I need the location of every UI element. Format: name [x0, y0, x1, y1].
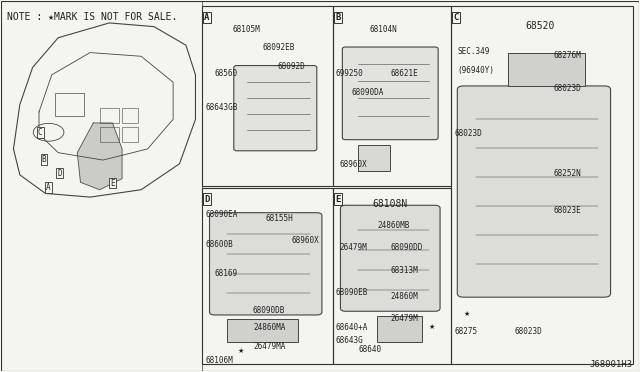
Text: 68960X: 68960X: [339, 160, 367, 169]
Bar: [451, 6, 633, 364]
Text: 68643G: 68643G: [336, 336, 364, 345]
Text: 68560: 68560: [214, 69, 237, 78]
Text: 24860MB: 24860MB: [378, 221, 410, 230]
Text: 699250: 699250: [336, 69, 364, 78]
Text: 68108N: 68108N: [372, 199, 408, 209]
Text: 68023D: 68023D: [454, 129, 482, 138]
Text: E: E: [335, 195, 340, 203]
FancyBboxPatch shape: [209, 213, 322, 315]
Text: SEC.349: SEC.349: [458, 47, 490, 56]
Text: C: C: [38, 128, 43, 137]
Bar: [122, 127, 138, 141]
Text: NOTE : ★MARK IS NOT FOR SALE.: NOTE : ★MARK IS NOT FOR SALE.: [7, 12, 177, 22]
Text: 68960X: 68960X: [291, 236, 319, 245]
Text: 26479M: 26479M: [339, 243, 367, 253]
Bar: [358, 145, 390, 171]
Text: A: A: [46, 183, 51, 192]
Text: 68313M: 68313M: [390, 266, 418, 275]
Text: 24860MA: 24860MA: [253, 323, 285, 332]
Text: 68276M: 68276M: [553, 51, 581, 60]
Text: 26479MA: 26479MA: [253, 341, 285, 351]
Text: 68092D: 68092D: [277, 62, 305, 71]
Text: 68275: 68275: [454, 327, 477, 336]
Text: 68090DD: 68090DD: [390, 243, 422, 253]
Bar: [202, 188, 333, 364]
Bar: [378, 316, 422, 341]
Text: 68090DA: 68090DA: [352, 88, 384, 97]
Text: 68023E: 68023E: [553, 206, 581, 215]
Text: 68090EA: 68090EA: [205, 210, 237, 219]
Text: 68023D: 68023D: [515, 327, 543, 336]
Text: 68105M: 68105M: [233, 25, 260, 34]
Text: E: E: [110, 179, 115, 187]
Text: 68023D: 68023D: [553, 84, 581, 93]
Text: 68643GB: 68643GB: [205, 103, 237, 112]
Text: 68640+A: 68640+A: [336, 323, 369, 332]
Bar: [508, 52, 585, 86]
Polygon shape: [77, 123, 122, 190]
Text: 68155H: 68155H: [266, 214, 294, 223]
FancyBboxPatch shape: [342, 47, 438, 140]
Text: ★: ★: [429, 324, 435, 330]
Text: B: B: [335, 13, 340, 22]
Bar: [227, 320, 298, 341]
Text: 26479M: 26479M: [390, 314, 418, 323]
Bar: [100, 127, 119, 141]
Bar: [100, 108, 119, 123]
Text: (96940Y): (96940Y): [458, 65, 494, 74]
Text: 68106M: 68106M: [205, 356, 233, 365]
Text: 68169: 68169: [214, 269, 237, 278]
FancyBboxPatch shape: [458, 86, 611, 297]
Text: D: D: [204, 195, 210, 203]
Bar: [122, 108, 138, 123]
Text: 68600B: 68600B: [205, 240, 233, 249]
Text: 68640: 68640: [358, 345, 381, 355]
Text: A: A: [204, 13, 210, 22]
Bar: [55, 93, 84, 116]
Text: D: D: [57, 169, 61, 177]
Text: 68104N: 68104N: [370, 25, 397, 34]
Text: 68090EB: 68090EB: [336, 288, 369, 297]
Text: 68092EB: 68092EB: [262, 43, 294, 52]
Text: ★: ★: [464, 311, 470, 317]
Bar: [202, 6, 333, 186]
Text: B: B: [42, 155, 47, 164]
Text: 68252N: 68252N: [553, 169, 581, 178]
Text: 68520: 68520: [525, 21, 555, 31]
FancyBboxPatch shape: [340, 205, 440, 311]
Text: 68621E: 68621E: [390, 69, 418, 78]
Text: ★: ★: [237, 348, 243, 354]
Bar: [333, 6, 451, 186]
Text: 24860M: 24860M: [390, 292, 418, 301]
Text: J68001H3: J68001H3: [590, 360, 633, 369]
Bar: [333, 188, 451, 364]
FancyBboxPatch shape: [234, 65, 317, 151]
Text: C: C: [453, 13, 459, 22]
Text: 68090DB: 68090DB: [253, 307, 285, 315]
